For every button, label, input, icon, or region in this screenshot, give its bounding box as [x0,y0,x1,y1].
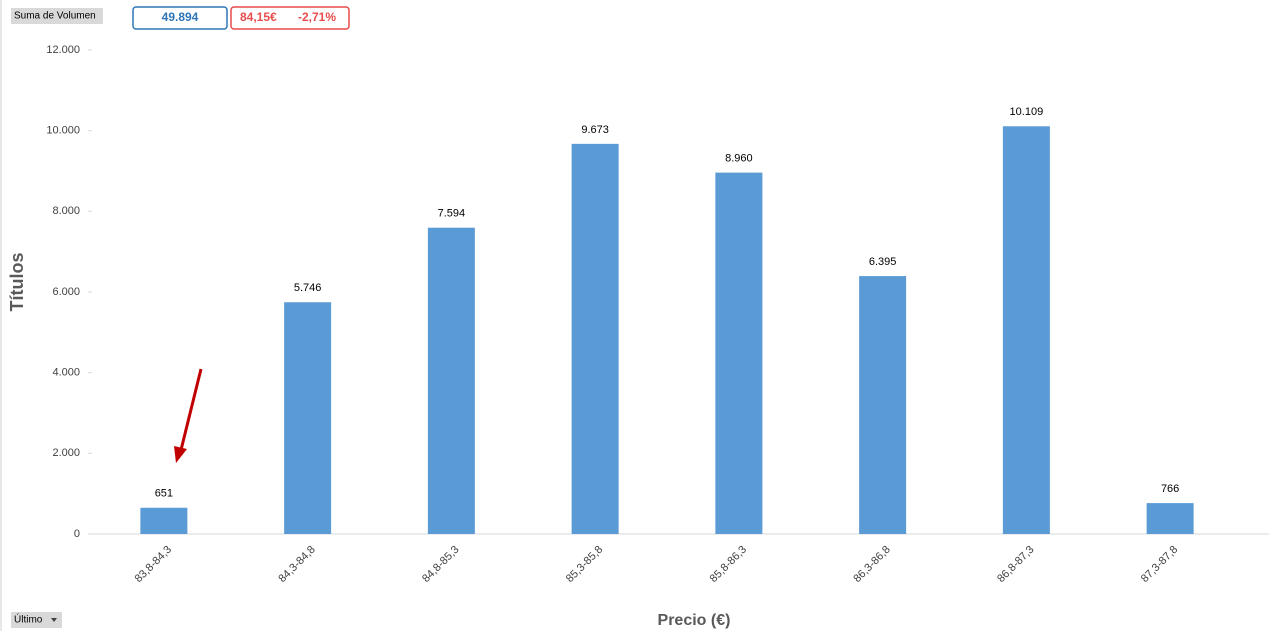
x-tick-label: 84,8-85,3 [420,544,461,585]
data-label: 7.594 [438,208,466,220]
x-tick-label: 85,3-85,8 [564,544,605,585]
change-value: -2,71% [298,10,336,24]
x-tick-label: 85,8-86,3 [708,544,749,585]
x-tick-label: 87,3-87,8 [1139,544,1180,585]
y-tick-label: 0 [74,528,80,540]
data-label: 9.673 [581,124,609,136]
x-tick-label: 86,8-87,3 [995,544,1036,585]
y-tick-label: 8.000 [52,205,80,217]
data-label: 8.960 [725,153,753,165]
bar [140,507,188,534]
data-label: 6.395 [869,256,897,268]
field-button[interactable]: Suma de Volumen [14,11,96,22]
data-label: 651 [155,488,173,500]
filter-button[interactable]: Último [14,613,43,626]
total-value: 49.894 [162,10,199,24]
x-tick-label: 83,8-84,3 [133,544,174,585]
data-label: 766 [1161,483,1179,495]
x-axis-title: Precio (€) [658,612,731,629]
bar [859,276,907,534]
bar [427,227,475,534]
x-tick-label: 84,3-84,8 [276,544,317,585]
y-tick-label: 4.000 [52,367,80,379]
bar [715,172,763,534]
filter-button-bg[interactable] [11,612,62,628]
y-tick-label: 6.000 [52,286,80,298]
bar [571,143,619,535]
x-tick-label: 86,3-86,8 [851,544,892,585]
field-button-bg[interactable] [11,8,103,24]
data-label: 5.746 [294,282,322,294]
y-tick-label: 2.000 [52,447,80,459]
arrow-head [174,446,187,463]
price-value: 84,15€ [240,10,277,24]
y-tick-label: 12.000 [46,44,80,56]
dropdown-arrow[interactable] [51,618,57,622]
bar [284,302,332,534]
y-axis-title: Títulos [7,253,27,312]
bar [1146,503,1194,534]
bar [1002,126,1050,535]
price-box [230,6,350,30]
total-box [132,6,228,30]
arrow-shaft [179,368,203,451]
y-tick-label: 10.000 [46,125,80,137]
data-label: 10.109 [1010,106,1044,118]
